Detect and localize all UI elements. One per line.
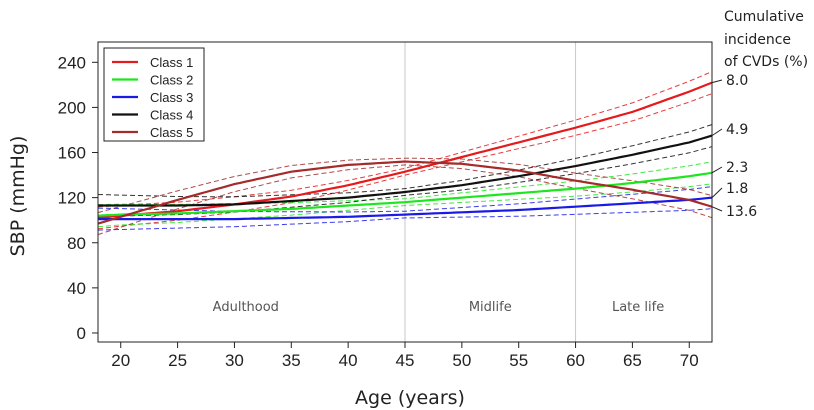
y-tick-label-80: 80 (67, 234, 86, 253)
x-tick-label-35: 35 (282, 351, 301, 370)
class-3-incidence-label: 1.8 (726, 181, 748, 197)
class-3-line (98, 196, 713, 221)
class-3-ci-lower (97, 208, 713, 231)
legend-label-class-3: Class 3 (150, 90, 193, 105)
x-tick-label-30: 30 (225, 351, 244, 370)
x-tick-label-20: 20 (111, 351, 130, 370)
legend-label-class-2: Class 2 (150, 73, 193, 88)
class-2-incidence-label: 2.3 (726, 160, 748, 176)
class-2-end-leader (711, 166, 723, 174)
y-tick-label-0: 0 (77, 324, 86, 343)
legend-label-class-5: Class 5 (150, 125, 193, 140)
x-tick-label-50: 50 (452, 351, 471, 370)
y-tick-label-120: 120 (58, 189, 86, 208)
period-label-adulthood: Adulthood (213, 300, 279, 315)
class-4-incidence-label: 4.9 (726, 122, 748, 138)
annotation-title-line-1: Cumulative (724, 9, 804, 25)
y-tick-label-240: 240 (58, 53, 86, 72)
period-divider-lines (404, 42, 577, 342)
class-1-ci-lower (97, 93, 713, 230)
end-markers: 8.0 2.3 1.8 4.9 13.6 (711, 73, 757, 220)
confidence-interval-lines (97, 71, 713, 236)
class-4-ci-lower (97, 146, 713, 217)
class-5-ci-lower (97, 164, 713, 236)
y-tick-label-160: 160 (58, 144, 86, 163)
period-labels: Adulthood Midlife Late life (213, 300, 665, 315)
annotation-title-line-3: of CVDs (%) (724, 54, 808, 70)
legend-label-class-4: Class 4 (150, 108, 193, 123)
period-label-late-life: Late life (612, 300, 664, 315)
class-4-line (98, 134, 713, 207)
legend: Class 1 Class 2 Class 3 Class 4 Class 5 (103, 47, 205, 142)
x-axis-title: Age (years) (355, 387, 465, 409)
y-axis-ticks: 0 40 80 120 160 200 240 (58, 53, 98, 343)
x-tick-label-25: 25 (168, 351, 187, 370)
x-tick-label-45: 45 (396, 351, 415, 370)
x-tick-label-65: 65 (623, 351, 642, 370)
x-tick-label-55: 55 (509, 351, 528, 370)
class-1-line (97, 81, 713, 219)
y-tick-label-40: 40 (67, 279, 86, 298)
class-2-ci-lower (97, 183, 713, 228)
class-2-ci-upper (97, 161, 713, 206)
legend-label-class-1: Class 1 (150, 55, 193, 70)
series-lines (97, 81, 713, 225)
y-tick-label-200: 200 (58, 98, 86, 117)
legend-box (103, 47, 205, 142)
class-5-ci-upper (97, 157, 713, 214)
class-3-ci-upper (97, 186, 713, 213)
class-1-end-leader (711, 79, 723, 84)
class-4-end-leader (711, 128, 723, 137)
class-5-incidence-label: 13.6 (726, 204, 757, 220)
x-tick-label-40: 40 (339, 351, 358, 370)
class-5-end-leader (711, 206, 723, 212)
class-4-ci-upper (97, 124, 713, 198)
class-5-line (97, 160, 713, 225)
y-axis-title: SBP (mmHg) (7, 136, 29, 257)
annotation-title-line-2: incidence (724, 32, 791, 48)
x-tick-label-70: 70 (680, 351, 699, 370)
period-label-midlife: Midlife (469, 300, 512, 315)
class-3-end-leader (711, 187, 723, 198)
class-1-incidence-label: 8.0 (726, 73, 748, 89)
x-axis-ticks: 20 25 30 35 40 45 50 55 60 65 70 (111, 342, 699, 370)
class-1-ci-upper (97, 71, 713, 208)
x-tick-label-60: 60 (566, 351, 585, 370)
